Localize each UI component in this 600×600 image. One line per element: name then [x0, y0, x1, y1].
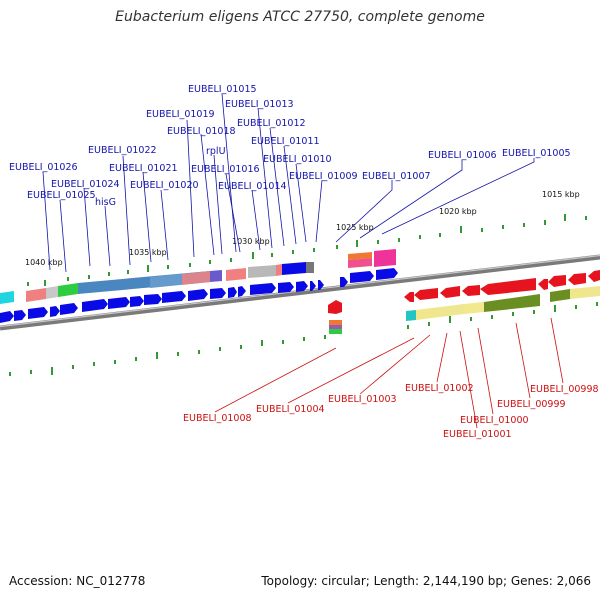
gene-label: EUBELI_01018 — [167, 126, 236, 137]
gene-label: EUBELI_01009 — [289, 171, 358, 182]
gene-label: EUBELI_01012 — [237, 118, 306, 129]
gene-label: EUBELI_01008 — [183, 413, 252, 424]
genome-summary-text: Topology: circular; Length: 2,144,190 bp… — [261, 574, 591, 588]
gene-label: EUBELI_01003 — [328, 394, 397, 405]
gene-label: EUBELI_01001 — [443, 429, 512, 440]
genome-title: Eubacterium eligens ATCC 27750, complete… — [115, 9, 485, 25]
kbp-label: 1040 kbp — [25, 258, 63, 267]
gene-label: EUBELI_01006 — [428, 150, 497, 161]
mid-function-band — [348, 249, 396, 268]
gene-label: EUBELI_01016 — [191, 164, 260, 175]
kbp-label: 1015 kbp — [542, 190, 580, 199]
gene-label: EUBELI_01021 — [109, 163, 178, 174]
gene-label: EUBELI_01015 — [188, 84, 257, 95]
gene-label: hisG — [95, 197, 116, 208]
gene-label: EUBELI_01019 — [146, 109, 215, 120]
kbp-label: 1020 kbp — [439, 207, 477, 216]
reverse-function-band — [406, 286, 600, 321]
bottom-label-connectors — [214, 317, 564, 429]
small-features — [328, 300, 342, 334]
gene-label: EUBELI_01013 — [225, 99, 294, 110]
kbp-label: 1035 kbp — [129, 248, 167, 257]
genome-backbone — [0, 254, 600, 331]
lower-tick-row — [9, 302, 598, 376]
gene-label: EUBELI_01005 — [502, 148, 571, 159]
gene-label: EUBELI_00998 — [530, 384, 599, 395]
reverse-gene-arrows — [404, 270, 600, 302]
kbp-label: 1025 kbp — [336, 223, 374, 232]
gene-label: EUBELI_01014 — [218, 181, 287, 192]
gene-label: EUBELI_01022 — [88, 145, 157, 156]
gene-label: EUBELI_01002 — [405, 383, 474, 394]
gene-label: EUBELI_01011 — [251, 136, 320, 147]
forward-gene-arrows — [0, 268, 398, 323]
accession-text: Accession: NC_012778 — [9, 574, 146, 588]
forward-function-band — [0, 262, 314, 304]
gene-label: EUBELI_01025 — [27, 190, 96, 201]
top-label-connectors — [42, 93, 535, 273]
gene-label: EUBELI_01007 — [362, 171, 431, 182]
gene-label: EUBELI_01004 — [256, 404, 325, 415]
kbp-label: 1030 kbp — [232, 237, 270, 246]
gene-label: EUBELI_01026 — [9, 162, 78, 173]
gene-label: EUBELI_01020 — [130, 180, 199, 191]
gene-label: EUBELI_00999 — [497, 399, 566, 410]
gene-label: EUBELI_01024 — [51, 179, 120, 190]
gene-label: EUBELI_01000 — [460, 415, 529, 426]
gene-label: EUBELI_01010 — [263, 154, 332, 165]
top-gene-labels: EUBELI_01026 EUBELI_01025 EUBELI_01024 h… — [9, 84, 571, 208]
upper-tick-row — [27, 214, 587, 286]
bottom-gene-labels: EUBELI_01008 EUBELI_01004 EUBELI_01003 E… — [183, 383, 599, 440]
gene-label: rplU — [206, 146, 226, 157]
